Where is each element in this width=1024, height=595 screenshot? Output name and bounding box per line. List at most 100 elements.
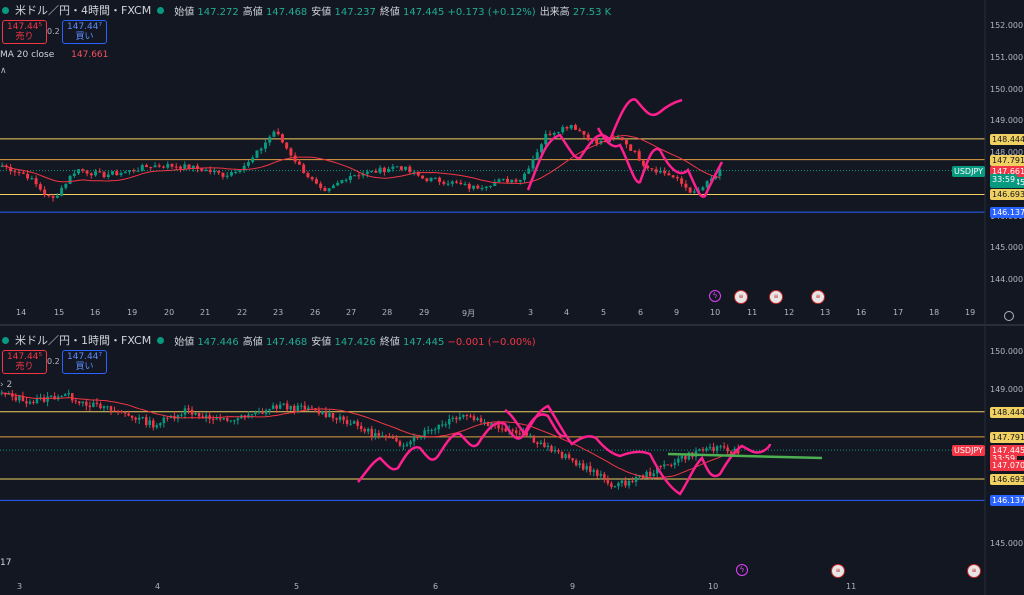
candle-body	[85, 170, 89, 174]
candle-body	[450, 181, 454, 184]
candle-body	[592, 470, 595, 472]
candle-body	[518, 433, 521, 435]
chart-pane-4h[interactable]: 米ドル／円・4時間・FXCM 始値 147.272 高値 147.468 安値 14…	[0, 0, 1024, 324]
candle-body	[282, 403, 285, 405]
candle-body	[395, 438, 398, 442]
indicator-count[interactable]: › 2	[0, 380, 12, 390]
candle-body	[236, 418, 240, 421]
candle-body	[655, 466, 659, 474]
candle-body	[370, 428, 373, 437]
price-label: 146.137	[990, 495, 1024, 507]
candle-body	[60, 396, 63, 398]
chart-canvas-4h[interactable]	[0, 0, 1024, 324]
candle-body	[357, 175, 361, 177]
candle-body	[718, 169, 722, 177]
candle-body	[111, 171, 115, 175]
time-tick-label: 14	[16, 308, 27, 317]
candle-body	[425, 178, 429, 182]
candle-body	[446, 183, 450, 185]
candle-body	[257, 411, 261, 413]
candle-body	[180, 414, 183, 416]
candle-body	[64, 183, 68, 188]
us-flag-icon[interactable]: ≡	[811, 290, 825, 304]
candle-body	[234, 172, 238, 174]
ma-legend[interactable]: MA 20 close 147.661	[0, 50, 108, 60]
lightning-icon[interactable]: ϟ	[736, 564, 748, 576]
candle-body	[455, 181, 459, 183]
sell-button[interactable]: 147.44⁵ 売り	[2, 20, 48, 44]
sell-label: 売り	[15, 362, 34, 372]
candle-body	[595, 139, 599, 144]
lightning-icon[interactable]: ϟ	[709, 290, 721, 302]
candle-body	[367, 428, 370, 432]
settings-icon[interactable]	[1004, 311, 1014, 321]
candle-body	[68, 175, 72, 184]
candle-body	[544, 133, 548, 145]
trend-line	[667, 452, 823, 460]
legend-header: 米ドル／円・4時間・FXCM 始値 147.272 高値 147.468 安値 14…	[2, 2, 611, 18]
candle-body	[451, 417, 455, 420]
us-flag-icon[interactable]: ≡	[769, 290, 783, 304]
candle-body	[345, 420, 349, 424]
candle-body	[391, 166, 395, 169]
candle-body	[302, 164, 306, 174]
buy-button[interactable]: 147.44⁷ 買い	[62, 350, 108, 374]
ohlc-value: 27.53 K	[569, 6, 612, 18]
candle-body	[448, 419, 451, 425]
chart-canvas-1h[interactable]	[0, 326, 1024, 595]
candle-body	[310, 177, 314, 180]
candle-body	[352, 421, 356, 424]
candle-body	[170, 164, 174, 167]
candle-body	[81, 169, 85, 171]
candle-body	[190, 409, 194, 415]
candle-body	[137, 417, 141, 420]
candle-body	[465, 414, 469, 416]
price-label: 146.693	[990, 473, 1024, 485]
sell-price: 147.44⁵	[7, 22, 43, 32]
price-label: 33:59	[990, 453, 1018, 465]
candle-body	[374, 170, 378, 173]
us-flag-icon[interactable]: ≡	[831, 564, 845, 578]
time-tick-label: 6	[638, 308, 644, 317]
candle-body	[423, 430, 426, 437]
candle-body	[335, 418, 338, 420]
candle-body	[565, 127, 569, 129]
candle-body	[149, 167, 153, 169]
ohlc-value: +0.173 (+0.12%)	[444, 6, 536, 18]
candle-body	[658, 170, 662, 173]
candle-body	[255, 150, 259, 158]
sell-button[interactable]: 147.44⁵ 売り	[2, 350, 48, 374]
candle-body	[26, 173, 30, 179]
collapse-indicators-icon[interactable]: ∧	[0, 66, 7, 76]
candle-body	[219, 418, 222, 420]
candle-body	[398, 441, 402, 446]
candle-body	[500, 428, 504, 430]
candle-body	[627, 481, 631, 486]
pane-divider[interactable]	[0, 324, 1024, 326]
drawing-line	[526, 98, 683, 191]
candle-body	[259, 148, 263, 151]
candle-body	[340, 180, 344, 183]
chart-pane-1h[interactable]: 米ドル／円・1時間・FXCM 始値 147.446 高値 147.468 安値 14…	[0, 326, 1024, 595]
symbol-title[interactable]: 米ドル／円・4時間・FXCM	[15, 4, 152, 17]
candle-body	[620, 137, 624, 140]
time-tick-label: 29	[419, 308, 430, 317]
time-tick-label: 10	[708, 582, 719, 591]
candle-body	[225, 175, 229, 177]
price-label: USDJPY	[952, 445, 985, 457]
candle-body	[687, 452, 691, 460]
us-flag-icon[interactable]: ≡	[967, 564, 981, 578]
time-tick-label: 5	[294, 582, 300, 591]
us-flag-icon[interactable]: ≡	[734, 290, 748, 304]
candle-body	[666, 464, 669, 466]
time-tick-label: 19	[127, 308, 138, 317]
candle-body	[692, 191, 696, 193]
candle-body	[511, 429, 514, 431]
candle-body	[645, 471, 648, 479]
candle-body	[120, 411, 123, 413]
candle-body	[89, 173, 93, 176]
symbol-title[interactable]: 米ドル／円・1時間・FXCM	[15, 334, 152, 347]
buy-button[interactable]: 147.44⁷ 買い	[62, 20, 108, 44]
candle-body	[663, 170, 667, 174]
candle-body	[701, 449, 705, 451]
